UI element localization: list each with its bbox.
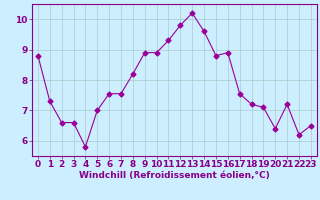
X-axis label: Windchill (Refroidissement éolien,°C): Windchill (Refroidissement éolien,°C): [79, 171, 270, 180]
